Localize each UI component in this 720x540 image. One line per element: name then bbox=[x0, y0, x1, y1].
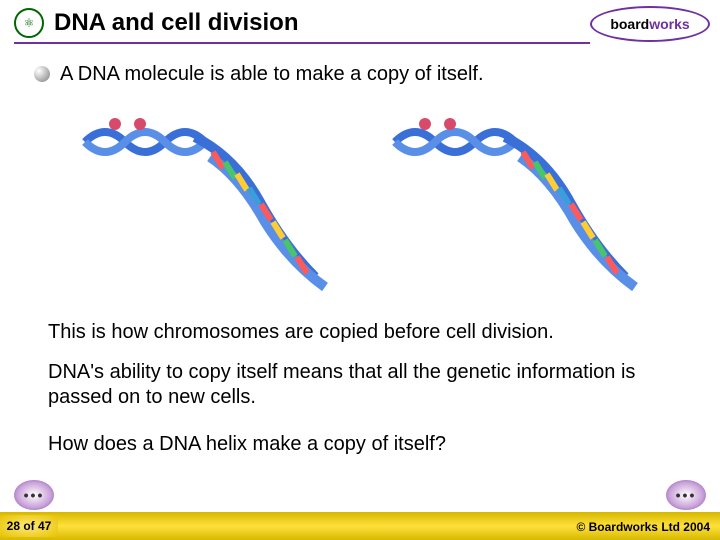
slide: ⚛ DNA and cell division boardworks A DNA… bbox=[0, 0, 720, 540]
page-indicator: 28 of 47 bbox=[0, 515, 58, 537]
boardworks-logo: boardworks bbox=[590, 6, 710, 42]
bullet-icon bbox=[34, 66, 50, 82]
copyright-text: © Boardworks Ltd 2004 bbox=[576, 520, 710, 534]
logo-part2: works bbox=[649, 16, 689, 32]
title-underline bbox=[14, 42, 590, 44]
bullet-line-1: A DNA molecule is able to make a copy of… bbox=[34, 62, 484, 87]
logo-oval: boardworks bbox=[590, 6, 710, 42]
dna-helix-right bbox=[375, 102, 655, 292]
next-button[interactable]: ••• bbox=[666, 480, 706, 510]
para-copy-ability: DNA's ability to copy itself means that … bbox=[48, 360, 672, 410]
dna-illustration-zone bbox=[0, 92, 720, 302]
logo-part1: board bbox=[610, 16, 649, 32]
dna-glyph-icon: ⚛ bbox=[24, 16, 35, 30]
intro-text: A DNA molecule is able to make a copy of… bbox=[60, 62, 484, 87]
dna-helix-left bbox=[65, 102, 345, 292]
title-icon: ⚛ bbox=[14, 8, 44, 38]
prev-button[interactable]: ••• bbox=[14, 480, 54, 510]
slide-title: DNA and cell division bbox=[54, 9, 299, 37]
para-question: How does a DNA helix make a copy of itse… bbox=[48, 432, 672, 457]
para-chromosomes: This is how chromosomes are copied befor… bbox=[48, 320, 672, 345]
